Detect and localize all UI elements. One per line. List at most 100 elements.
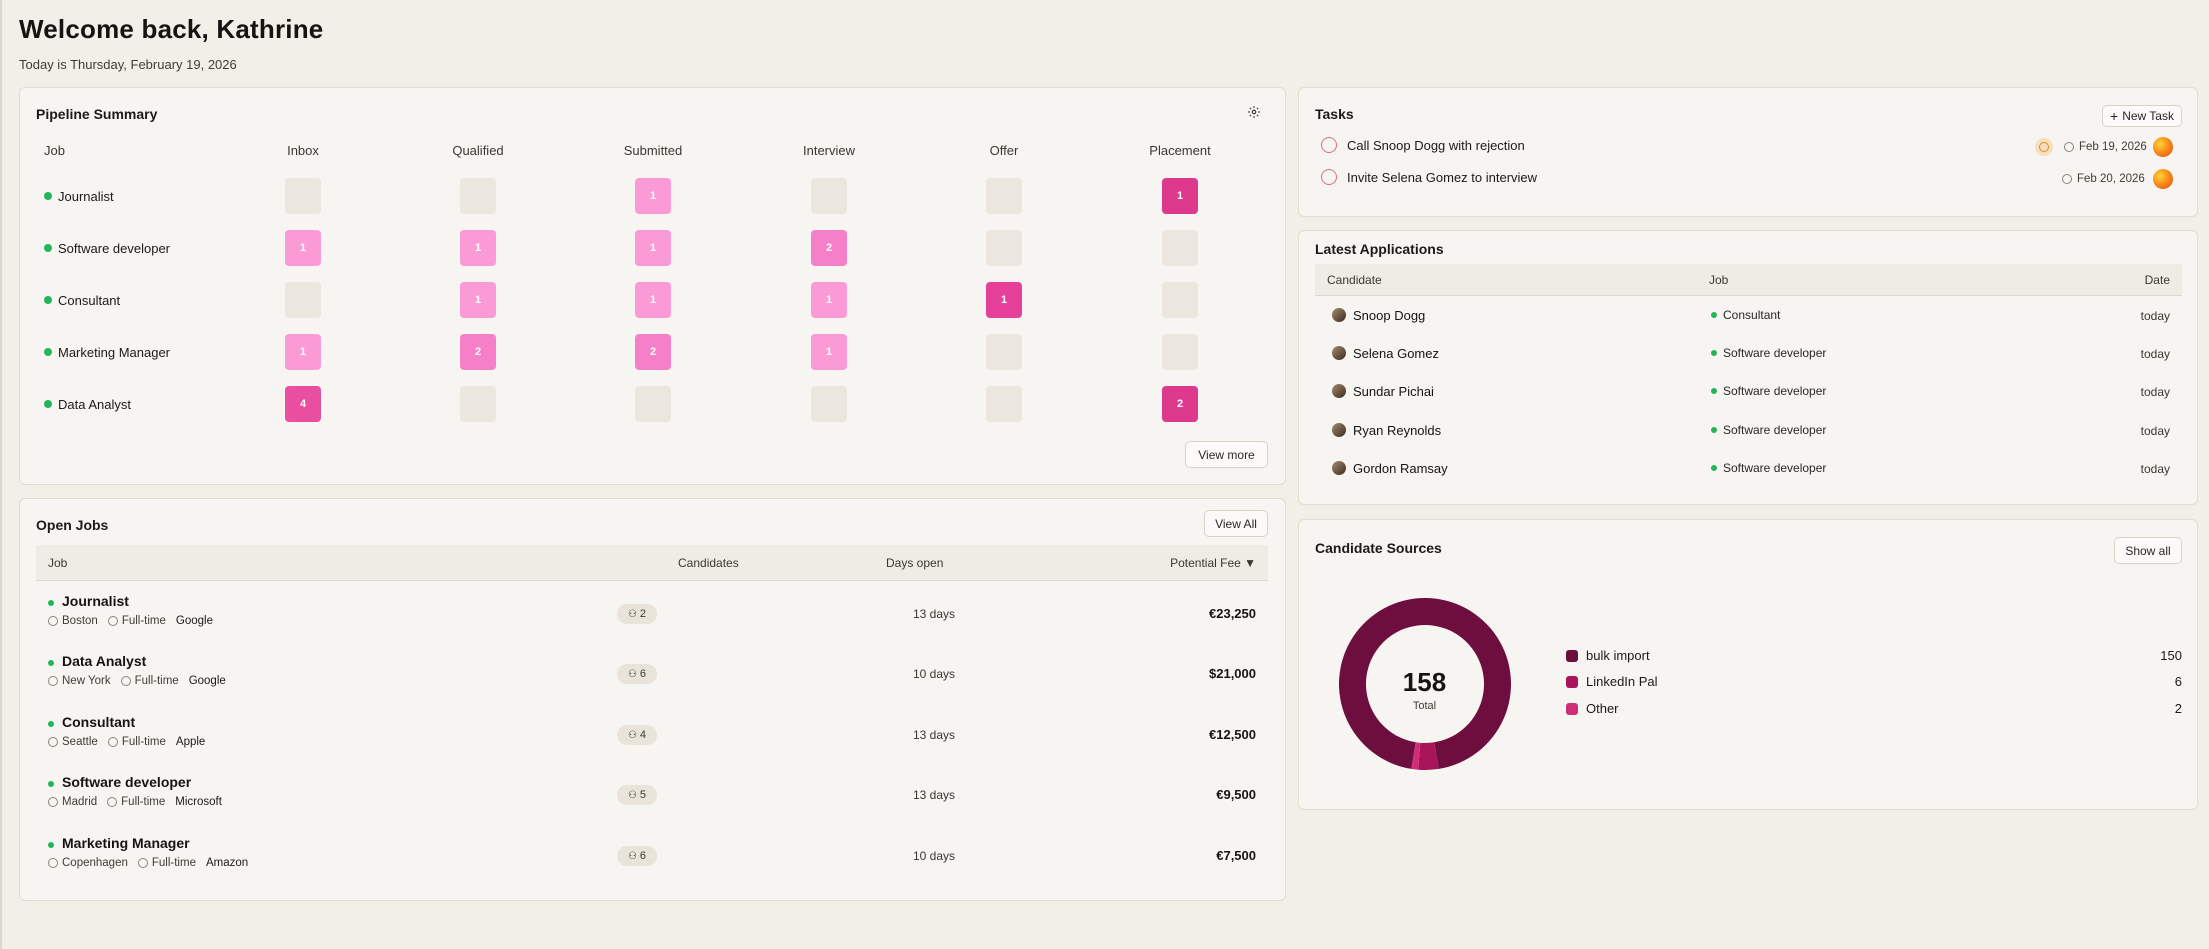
pipeline-row[interactable]: Marketing Manager	[44, 334, 170, 370]
job-row[interactable]: Consultant Seattle Full-time Apple ⚇ 4 13 days…	[36, 714, 1268, 774]
pipeline-cell[interactable]	[285, 282, 321, 318]
job-title[interactable]: Consultant	[62, 714, 136, 730]
location-pin-icon	[48, 676, 58, 686]
pipeline-cell[interactable]: 1	[285, 230, 321, 266]
candidate-name[interactable]: Ryan Reynolds	[1353, 423, 1442, 438]
job-title[interactable]: Marketing Manager	[62, 835, 190, 851]
location-pin-icon	[48, 858, 58, 868]
task-due-date: Feb 20, 2026	[2062, 173, 2145, 185]
candidates-badge[interactable]: ⚇ 4	[617, 725, 657, 745]
clock-icon	[137, 858, 148, 868]
pipeline-cell[interactable]: 2	[811, 230, 847, 266]
show-all-button[interactable]: Show all	[2114, 537, 2182, 564]
candidate-name[interactable]: Gordon Ramsay	[1353, 461, 1448, 476]
job-company: Google	[175, 615, 213, 627]
assignee-avatar[interactable]	[2153, 137, 2173, 157]
pipeline-cell[interactable]: 2	[460, 334, 496, 370]
pipeline-cell[interactable]: 4	[285, 386, 321, 422]
pipeline-cell[interactable]: 1	[635, 282, 671, 318]
page-header: Welcome back, Kathrine Today is Thursday…	[19, 14, 323, 72]
col-candidate: Candidate	[1327, 273, 1382, 287]
pipeline-column-header: Inbox	[287, 143, 319, 158]
pipeline-cell[interactable]: 2	[1162, 386, 1198, 422]
new-task-button[interactable]: + New Task	[2102, 105, 2182, 127]
job-title[interactable]: Software developer	[62, 774, 192, 790]
sources-donut-chart	[1339, 598, 1511, 770]
application-row[interactable]: Sundar Pichai Software developer today	[1315, 372, 2182, 410]
candidates-badge[interactable]: ⚇ 6	[617, 664, 657, 684]
pipeline-cell[interactable]	[1162, 230, 1198, 266]
task-item[interactable]: Call Snoop Dogg with rejection	[1321, 136, 1525, 154]
settings-gear-icon[interactable]	[1247, 105, 1261, 119]
pipeline-cell[interactable]: 1	[460, 282, 496, 318]
pipeline-cell[interactable]	[986, 230, 1022, 266]
legend-swatch	[1566, 703, 1578, 715]
pipeline-cell[interactable]	[986, 386, 1022, 422]
pipeline-row[interactable]: Journalist	[44, 178, 114, 214]
application-row[interactable]: Ryan Reynolds Software developer today	[1315, 411, 2182, 449]
potential-fee: €12,500	[1209, 727, 1256, 742]
candidates-badge[interactable]: ⚇ 6	[617, 846, 657, 866]
page-subtitle: Today is Thursday, February 19, 2026	[19, 57, 237, 72]
person-icon: ⚇	[627, 668, 637, 680]
person-icon: ⚇	[627, 729, 637, 741]
job-row[interactable]: Journalist Boston Full-time Google ⚇ 2 13 days…	[36, 593, 1268, 653]
pipeline-cell[interactable]: 2	[635, 334, 671, 370]
pipeline-cell[interactable]: 1	[635, 178, 671, 214]
pipeline-cell[interactable]: 1	[986, 282, 1022, 318]
pipeline-cell[interactable]	[460, 386, 496, 422]
job-company: Amazon	[205, 857, 249, 869]
col-potential-fee[interactable]: Potential Fee ▼	[1170, 556, 1256, 570]
new-task-label: New Task	[2122, 109, 2174, 123]
pipeline-cell[interactable]	[986, 334, 1022, 370]
pipeline-cell[interactable]	[1162, 334, 1198, 370]
legend-value: 150	[2160, 648, 2182, 663]
candidate-name[interactable]: Selena Gomez	[1353, 346, 1439, 361]
application-row[interactable]: Gordon Ramsay Software developer today	[1315, 449, 2182, 487]
pipeline-cell[interactable]	[635, 386, 671, 422]
pipeline-cell[interactable]: 1	[285, 334, 321, 370]
clock-icon	[107, 797, 118, 807]
application-row[interactable]: Selena Gomez Software developer today	[1315, 334, 2182, 372]
clock-icon	[2064, 142, 2074, 152]
status-dot-icon	[1711, 427, 1717, 433]
pipeline-row[interactable]: Software developer	[44, 230, 170, 266]
job-title[interactable]: Journalist	[62, 593, 129, 609]
candidate-name[interactable]: Sundar Pichai	[1353, 384, 1434, 399]
application-row[interactable]: Snoop Dogg Consultant today	[1315, 296, 2182, 334]
pipeline-row[interactable]: Data Analyst	[44, 386, 131, 422]
pipeline-cell[interactable]: 1	[1162, 178, 1198, 214]
pipeline-cell[interactable]	[460, 178, 496, 214]
pipeline-cell[interactable]	[811, 178, 847, 214]
clock-icon	[120, 676, 131, 686]
task-checkbox-icon[interactable]	[1321, 137, 1337, 153]
pipeline-cell[interactable]: 1	[811, 334, 847, 370]
col-candidates: Candidates	[678, 556, 739, 570]
task-checkbox-icon[interactable]	[1321, 169, 1337, 185]
pipeline-cell[interactable]: 1	[635, 230, 671, 266]
pipeline-cell[interactable]: 1	[460, 230, 496, 266]
pipeline-cell[interactable]	[285, 178, 321, 214]
pipeline-cell[interactable]: 1	[811, 282, 847, 318]
job-row[interactable]: Data Analyst New York Full-time Google ⚇ 6 10 …	[36, 653, 1268, 713]
application-date: today	[2140, 424, 2170, 438]
job-location: Boston	[62, 615, 98, 627]
candidates-badge[interactable]: ⚇ 2	[617, 604, 657, 624]
job-title[interactable]: Data Analyst	[62, 653, 147, 669]
job-type: Full-time	[134, 675, 179, 687]
pipeline-cell[interactable]	[811, 386, 847, 422]
view-all-button[interactable]: View All	[1204, 510, 1268, 537]
job-row[interactable]: Software developer Madrid Full-time Microso…	[36, 774, 1268, 834]
candidate-name[interactable]: Snoop Dogg	[1353, 308, 1426, 323]
candidates-badge[interactable]: ⚇ 5	[617, 785, 657, 805]
view-more-button[interactable]: View more	[1185, 441, 1268, 468]
job-type: Full-time	[121, 615, 166, 627]
pipeline-cell[interactable]	[986, 178, 1022, 214]
assignee-avatar[interactable]	[2153, 169, 2173, 189]
legend-item: bulk import 150	[1566, 647, 2182, 665]
task-item[interactable]: Invite Selena Gomez to interview	[1321, 168, 1537, 186]
status-dot-icon	[48, 660, 54, 666]
pipeline-cell[interactable]	[1162, 282, 1198, 318]
job-row[interactable]: Marketing Manager Copenhagen Full-time Amaz…	[36, 835, 1268, 895]
pipeline-row[interactable]: Consultant	[44, 282, 120, 318]
